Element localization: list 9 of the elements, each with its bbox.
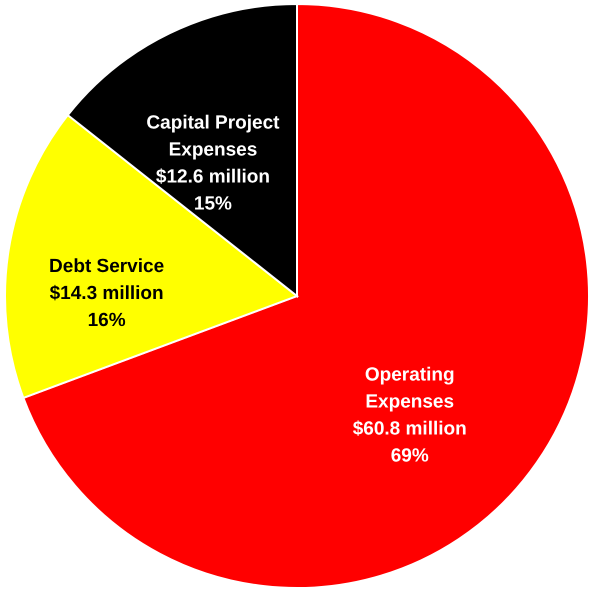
text: 15%	[194, 194, 232, 215]
data-label: $60.8 million	[352, 418, 467, 440]
text: 16%	[88, 310, 126, 332]
slice-label: Operating Expenses	[364, 364, 455, 412]
text: 69%	[390, 445, 429, 466]
slice-label: Capital Project Expenses	[146, 112, 280, 161]
data-label: $14.3 million	[50, 283, 164, 304]
data-label: $12.6 million	[156, 166, 270, 188]
slice-label: Debt Service	[49, 256, 164, 278]
